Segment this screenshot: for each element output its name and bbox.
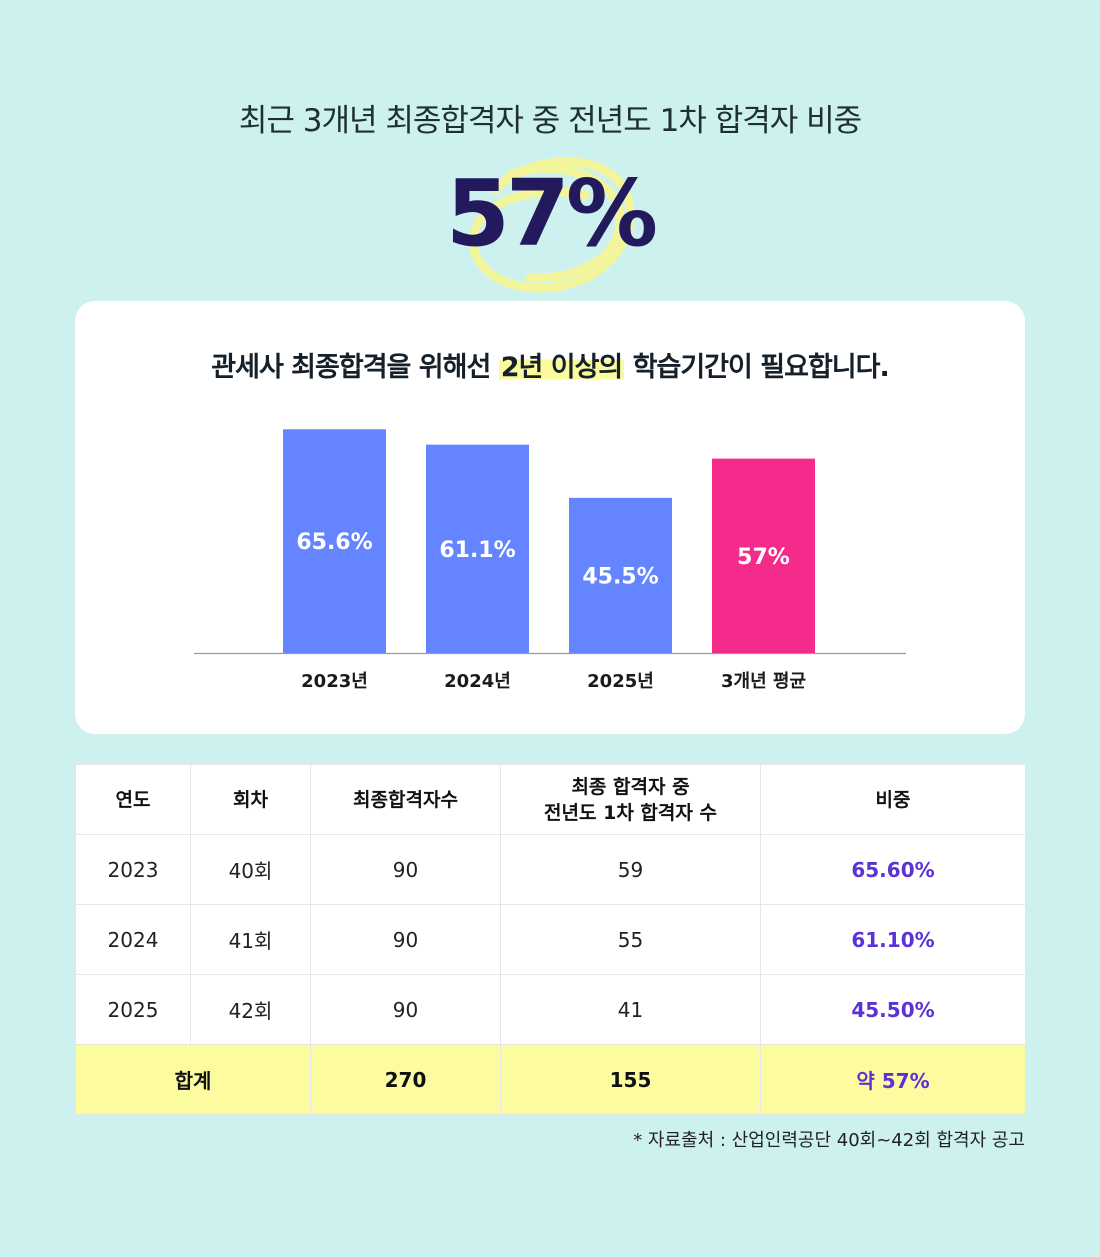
card-title-part1: 관세사 최종합격을 위해선: [211, 352, 499, 383]
table-cell: 90: [310, 904, 501, 975]
bar-1: [283, 429, 386, 653]
ratio-cell: 61.10%: [760, 904, 1026, 975]
table-cell: 2024: [75, 904, 191, 975]
category-label-1: 2023년: [301, 671, 368, 692]
table-row: 2025 42회 90 41 45.50%: [75, 974, 1026, 1045]
bar-value-label-2: 61.1%: [439, 538, 515, 563]
table-header-row: 연도 회차 최종합격자수 최종 합격자 중 전년도 1차 합격자 수 비중: [75, 764, 1026, 835]
bar-chart: 65.6% 2023년 61.1% 2024년 45.5% 2025년 57% 3개년 평균: [194, 429, 906, 692]
table-cell: 41: [500, 974, 761, 1045]
big-stat: 57%: [0, 150, 1100, 300]
category-label-2: 2024년: [444, 671, 511, 692]
table-cell: 2023: [75, 834, 191, 905]
chart-card: 관세사 최종합격을 위해선 2년 이상의 학습기간이 필요합니다. 65.6% 2…: [75, 301, 1025, 734]
ratio-cell: 65.60%: [760, 834, 1026, 905]
total-row: 합계 270 155 약 57%: [75, 1044, 1026, 1115]
category-label-4: 3개년 평균: [721, 671, 806, 692]
table-cell: 59: [500, 834, 761, 905]
total-label-cell: 합계: [75, 1044, 311, 1115]
table-cell: 90: [310, 834, 501, 905]
table-header-cell: 비중: [760, 764, 1026, 835]
table-cell: 40회: [190, 834, 311, 905]
bar-value-label-4: 57%: [737, 545, 790, 570]
table-cell: 2025: [75, 974, 191, 1045]
table-cell: 155: [500, 1044, 761, 1115]
table-cell: 41회: [190, 904, 311, 975]
category-label-3: 2025년: [587, 671, 654, 692]
card-title: 관세사 최종합격을 위해선 2년 이상의 학습기간이 필요합니다.: [75, 345, 1025, 384]
table-cell: 42회: [190, 974, 311, 1045]
bar-3: [569, 497, 672, 653]
bar-4: [712, 458, 815, 653]
table-header-cell: 최종 합격자 중 전년도 1차 합격자 수: [500, 764, 761, 835]
table-cell: 270: [310, 1044, 501, 1115]
page-headline: 최근 3개년 최종합격자 중 전년도 1차 합격자 비중: [238, 103, 862, 139]
table-cell: 55: [500, 904, 761, 975]
ratio-cell: 45.50%: [760, 974, 1026, 1045]
table-header-cell: 연도: [75, 764, 191, 835]
table-row: 2024 41회 90 55 61.10%: [75, 904, 1026, 975]
data-table: 연도 회차 최종합격자수 최종 합격자 중 전년도 1차 합격자 수 비중 2023 40회…: [75, 764, 1026, 1115]
card-title-highlight: 2년 이상의: [498, 352, 625, 383]
big-percentage: 57%: [445, 160, 658, 267]
table-header-cell: 회차: [190, 764, 311, 835]
source-note: * 자료출처 : 산업인력공단 40회~42회 합격자 공고: [633, 1130, 1025, 1151]
bar-value-label-3: 45.5%: [582, 564, 658, 589]
table-cell: 90: [310, 974, 501, 1045]
ratio-cell: 약 57%: [760, 1044, 1026, 1115]
bar-value-label-1: 65.6%: [296, 530, 372, 555]
card-title-part2: 학습기간이 필요합니다.: [624, 352, 890, 383]
bar-2: [426, 444, 529, 653]
table-row: 2023 40회 90 59 65.60%: [75, 834, 1026, 905]
highlight-scribble: [468, 157, 635, 293]
table-header-cell: 최종합격자수: [310, 764, 501, 835]
